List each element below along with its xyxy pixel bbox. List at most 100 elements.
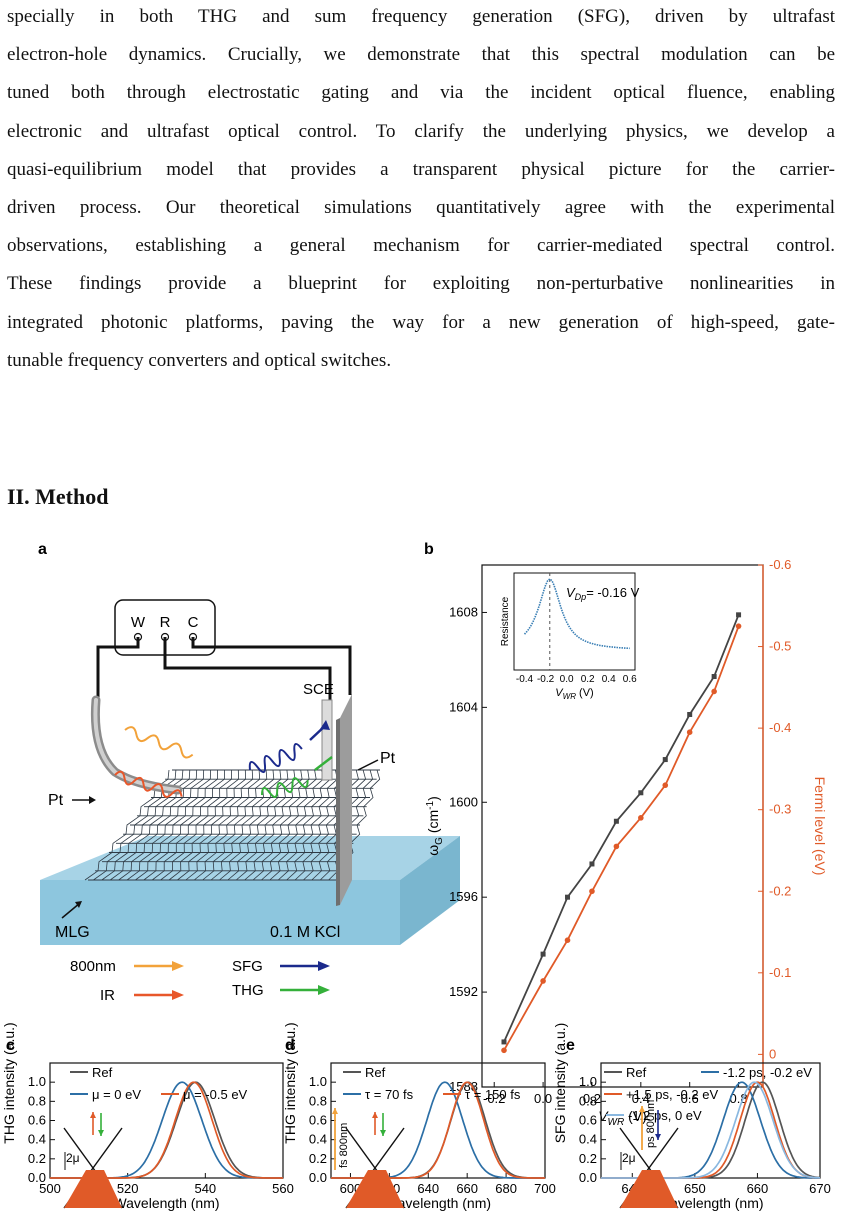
lattice-line (202, 769, 268, 881)
data-point (613, 843, 620, 850)
lattice-line (286, 769, 338, 881)
kcl-label: 0.1 M KCl (270, 924, 340, 941)
inset-tick-label: 0.4 (602, 674, 616, 685)
data-point (589, 888, 595, 895)
tick-label: -0.2 (769, 883, 791, 898)
lattice-line (151, 769, 225, 881)
data-point (565, 894, 571, 900)
electrolyte-front (40, 880, 400, 945)
tick-label: 0.4 (579, 1132, 597, 1147)
inset-mu-label: 2μ (66, 1151, 80, 1165)
tick-label: -0.3 (769, 802, 791, 817)
lattice-line (294, 769, 345, 881)
legend-label: Ref (626, 1065, 647, 1080)
x-axis-label: Wavelength (nm) (385, 1195, 491, 1211)
tick-label: 0.2 (583, 1091, 601, 1106)
paragraph-line: These findings provide a blueprint for e… (7, 273, 835, 295)
series-line (503, 614, 740, 1043)
data-point (711, 674, 717, 680)
filled-band (346, 1170, 404, 1208)
paragraph-line: electronic and ultrafast optical control… (7, 120, 835, 142)
data-point (638, 815, 644, 821)
legend-sfg: SFG (232, 958, 263, 975)
tick-label: 0.0 (579, 1170, 597, 1185)
inset-x-label: VWR (V) (555, 687, 593, 701)
tick-label: 0.8 (579, 1093, 597, 1108)
lattice-line (185, 769, 254, 881)
filled-band (64, 1170, 122, 1208)
inset-frame (513, 572, 636, 671)
tick-label: 0.6 (579, 1113, 597, 1128)
legend-thg: THG (232, 982, 264, 999)
panel-c: c 500 520 540 560 0.0 0.2 0.4 0.6 0.8 1.0 Waveleng… (1, 1022, 294, 1211)
lattice-line (135, 769, 211, 881)
tick-label: -0.2 (483, 1091, 505, 1106)
tick-label: 0.6 (309, 1113, 327, 1128)
legend-label: τ = 70 fs (365, 1087, 414, 1102)
y-axis-right-label: Fermi level (eV) (812, 777, 828, 876)
lattice-line (193, 769, 261, 881)
data-point (687, 711, 693, 717)
paragraph-line: tuned both through electrostatic gating … (7, 82, 835, 104)
inset-tick-label: 0.0 (560, 674, 574, 685)
series-line (503, 625, 740, 1051)
lattice-line (277, 769, 331, 881)
tick-label: 1600 (449, 794, 478, 809)
tick-label: 0.6 (28, 1113, 46, 1128)
tick-label: 0.2 (309, 1151, 327, 1166)
data-point (735, 623, 742, 629)
plot-frame (330, 1062, 546, 1179)
tick-label: 0.4 (632, 1091, 650, 1106)
data-point (686, 729, 693, 736)
tick-label: 1.0 (309, 1074, 327, 1089)
paragraph-line: electron-hole dynamics. Crucially, we de… (7, 44, 835, 66)
pump-label: fs 800nm (338, 1123, 350, 1168)
pt-right-label: Pt (380, 750, 396, 767)
panel-b: b -0.2 0.0 0.2 0.4 0.6 0.81588159215961600160… (424, 541, 828, 1128)
legend-label: τ = 150 fs (465, 1087, 521, 1102)
electrode-w-label: W (131, 614, 146, 631)
beam-ir (114, 770, 183, 798)
data-point (540, 978, 546, 984)
lattice-line (219, 769, 282, 881)
legend-label: Ref (92, 1065, 113, 1080)
tick-label: 0.4 (309, 1132, 327, 1147)
legend-label: +1.5 ps, -0.2 eV (626, 1087, 718, 1102)
tick-label: 1608 (449, 604, 478, 619)
lattice-line (118, 769, 198, 881)
inset-tick-label: 0.6 (623, 674, 637, 685)
data-point (564, 937, 571, 943)
tick-label: 520 (117, 1181, 139, 1196)
data-point (589, 861, 595, 867)
tick-label: 680 (495, 1181, 517, 1196)
spectrum-line (50, 1081, 283, 1179)
tick-label: 0.0 (28, 1170, 46, 1185)
data-point (662, 757, 668, 763)
electrolyte-side (400, 836, 460, 945)
tick-label: -0.6 (769, 557, 791, 572)
paragraph-line: driven process. Our theoretical simulati… (7, 196, 835, 218)
panel-label-d: d (285, 1037, 295, 1054)
tick-label: 560 (272, 1181, 294, 1196)
inset-y-label: Resistance (500, 596, 511, 646)
legend-label: μ = 0 eV (92, 1087, 141, 1102)
data-point (613, 818, 619, 824)
legend-label: Ref (365, 1065, 386, 1080)
inset-resistance-curve (523, 577, 630, 650)
pt-wire-left (90, 695, 183, 795)
paragraph-line: tunable frequency converters and optical… (7, 349, 392, 371)
tick-label: 0.8 (28, 1093, 46, 1108)
lattice-line (252, 769, 310, 881)
paragraph-line: integrated photonic platforms, paving th… (7, 311, 835, 333)
tick-label: 0.6 (681, 1091, 699, 1106)
paragraph-line: specially in both THG and sum frequency … (7, 6, 835, 27)
panel-label-c: c (6, 1037, 15, 1054)
legend-label: -1.2 ps, -0.2 eV (723, 1065, 812, 1080)
inset-tick-label: 0.2 (581, 674, 595, 685)
tick-label: 0.2 (28, 1151, 46, 1166)
tick-label: 1596 (449, 889, 478, 904)
tick-label: 660 (747, 1181, 769, 1196)
spectrum-line (50, 1081, 283, 1179)
x-axis-label: Wavelength (nm) (113, 1195, 219, 1211)
dirac-annotation: VDp= -0.16 V (566, 585, 640, 602)
